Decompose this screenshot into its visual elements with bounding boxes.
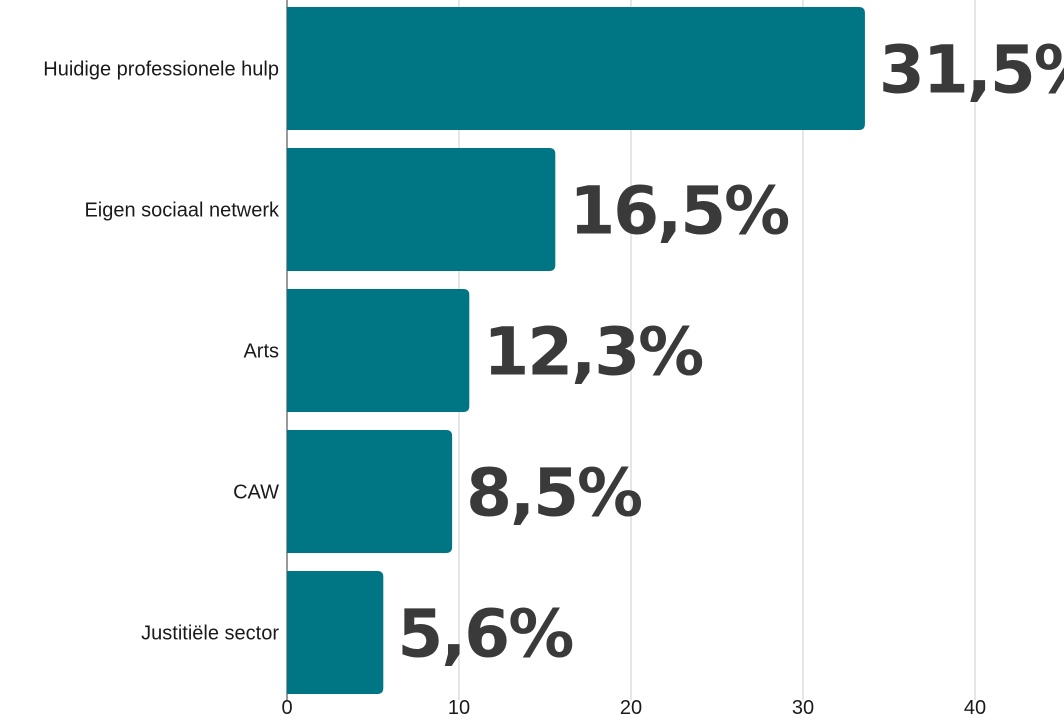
x-axis-ticks: 0 10 20 30 40 bbox=[281, 697, 986, 719]
x-tick-label: 20 bbox=[620, 697, 642, 717]
category-label: CAW bbox=[233, 482, 279, 504]
bar bbox=[287, 148, 556, 271]
category-label: Huidige professionele hulp bbox=[43, 59, 279, 81]
bar bbox=[287, 571, 384, 694]
bar bbox=[287, 289, 470, 412]
data-label: 16,5% bbox=[569, 173, 789, 250]
data-label: 5,6% bbox=[397, 596, 573, 673]
bar bbox=[287, 430, 453, 553]
category-label: Eigen sociaal netwerk bbox=[84, 200, 280, 222]
x-tick-label: 0 bbox=[281, 697, 292, 717]
category-label: Justitiële sector bbox=[141, 623, 279, 645]
bar bbox=[287, 7, 865, 130]
x-tick-label: 30 bbox=[792, 697, 814, 717]
data-label: 12,3% bbox=[483, 314, 703, 391]
data-labels: 31,5% 16,5% 12,3% 8,5% 5,6% bbox=[397, 32, 1064, 673]
category-label: Arts bbox=[243, 341, 279, 363]
data-label: 8,5% bbox=[466, 455, 642, 532]
bar-layer bbox=[287, 7, 865, 694]
x-tick-label: 40 bbox=[964, 697, 986, 717]
data-label: 31,5% bbox=[879, 32, 1064, 109]
category-labels: Huidige professionele hulp Eigen sociaal … bbox=[43, 59, 280, 645]
x-tick-label: 10 bbox=[448, 697, 470, 717]
